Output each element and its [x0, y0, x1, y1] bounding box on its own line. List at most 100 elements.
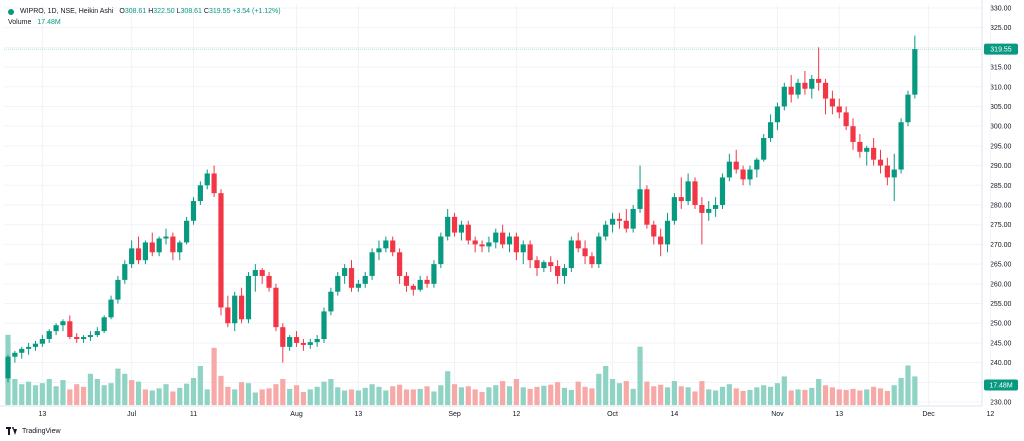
candle-body — [493, 232, 499, 243]
x-tick-label: Nov — [771, 411, 784, 418]
volume-bar — [891, 385, 897, 405]
volume-bar — [142, 389, 148, 405]
volume-bar — [912, 376, 918, 405]
volume-bar — [410, 389, 416, 405]
candle-body — [355, 283, 361, 288]
candle-body — [871, 147, 877, 160]
candle-body — [108, 299, 114, 318]
candle-body — [451, 216, 458, 233]
volume-bar — [362, 387, 368, 405]
candle-body — [273, 287, 279, 328]
volume-bar — [781, 376, 787, 405]
volume-bar — [623, 381, 629, 405]
candle-body — [170, 236, 176, 253]
volume-bar — [843, 389, 849, 405]
candle-body — [80, 337, 87, 339]
candle-body — [575, 240, 581, 249]
volume-bar — [637, 346, 643, 405]
high-value: 322.50 — [153, 8, 175, 15]
candle-body — [816, 78, 822, 83]
volume-bar — [190, 377, 197, 405]
volume-bar — [658, 384, 664, 405]
candle-body — [850, 126, 856, 142]
volume-bar — [417, 388, 423, 405]
candle-body — [857, 141, 863, 152]
volume-bar — [548, 384, 554, 405]
candle-body — [204, 173, 210, 186]
volume-bar — [163, 384, 169, 405]
candle-body — [122, 264, 128, 280]
volume-bar — [129, 380, 135, 405]
candle-body — [115, 279, 121, 300]
volume-bar — [445, 371, 451, 405]
volume-bar — [280, 379, 286, 405]
volume-bar — [431, 391, 437, 405]
volume-bar — [850, 388, 856, 405]
y-tick-label: 245.00 — [990, 340, 1012, 347]
volume-bar — [101, 385, 107, 405]
volume-label: Volume — [8, 19, 32, 26]
volume-bar — [314, 386, 320, 405]
y-tick-label: 300.00 — [990, 124, 1012, 131]
brand-text: TradingView — [22, 428, 61, 435]
candle-body — [12, 352, 18, 357]
volume-bar — [156, 388, 162, 405]
volume-bar — [671, 381, 677, 405]
volume-bar — [555, 382, 561, 405]
volume-bar — [300, 392, 307, 405]
y-tick-label: 330.00 — [990, 5, 1012, 12]
volume-bar — [816, 379, 822, 405]
candle-body — [348, 268, 355, 288]
volume-bar — [287, 388, 293, 405]
candle-body — [836, 106, 842, 113]
candle-body — [19, 348, 25, 353]
candle-body — [692, 181, 698, 205]
ohlc-readout: O308.61 H322.50 L308.61 C319.55 +3.54 (+… — [119, 8, 281, 15]
low-value: 308.61 — [180, 8, 202, 15]
volume-bar — [328, 379, 334, 405]
tradingview-brand[interactable]: TradingView — [6, 427, 61, 436]
volume-bar — [706, 389, 712, 405]
volume-bar — [678, 386, 684, 405]
candle-body — [774, 106, 781, 123]
candle-body — [809, 78, 815, 89]
x-tick-label: Dec — [922, 411, 935, 418]
volume-bar — [857, 390, 863, 405]
candle-body — [905, 94, 911, 123]
volume-bar — [726, 384, 732, 405]
volume-bar — [39, 383, 45, 405]
candle-body — [637, 189, 643, 209]
candle-body — [884, 165, 890, 178]
volume-bar — [396, 384, 403, 405]
volume-bar — [829, 387, 835, 405]
volume-bar — [809, 387, 815, 405]
volume-bar — [699, 381, 705, 405]
x-tick-label: Sep — [448, 411, 461, 418]
last-price-badge — [984, 43, 1018, 55]
volume-bar — [472, 389, 478, 405]
volume-bar — [67, 389, 73, 405]
y-tick-label: 230.00 — [990, 400, 1012, 407]
candle-body — [225, 307, 231, 324]
volume-bar — [321, 381, 327, 405]
candle-body — [211, 173, 217, 194]
candle-body — [912, 49, 918, 95]
candle-body — [719, 177, 726, 205]
candle-body — [555, 266, 561, 276]
candle-body — [877, 159, 884, 166]
candle-body — [190, 201, 197, 221]
candle-body — [369, 252, 375, 276]
candle-body — [582, 248, 588, 257]
candle-body — [458, 224, 465, 233]
candle-body — [671, 197, 677, 221]
candle-body — [568, 240, 574, 269]
candle-body — [561, 268, 568, 276]
open-value: 308.61 — [124, 8, 147, 15]
volume-bar — [877, 388, 884, 405]
candle-body — [520, 244, 526, 253]
candle-body — [184, 220, 190, 243]
candle-body — [328, 291, 334, 312]
volume-bar — [74, 384, 80, 405]
